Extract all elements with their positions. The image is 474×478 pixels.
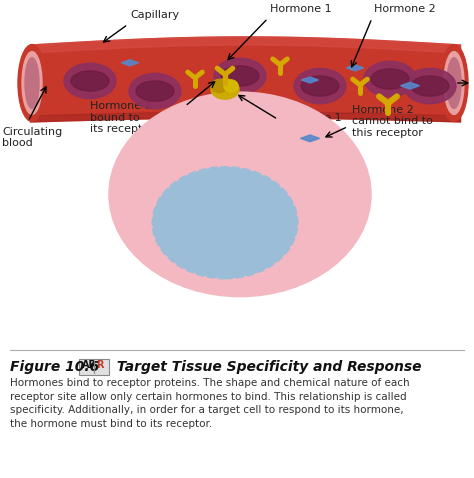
Ellipse shape <box>214 58 266 94</box>
Text: Target cell
for hormone 1: Target cell for hormone 1 <box>201 156 280 178</box>
Ellipse shape <box>22 52 42 114</box>
Text: Hormone 1
receptor: Hormone 1 receptor <box>280 113 342 135</box>
Text: Hormone 1: Hormone 1 <box>270 4 332 14</box>
Ellipse shape <box>110 93 370 295</box>
Ellipse shape <box>211 79 239 99</box>
Text: Hormone 2: Hormone 2 <box>374 4 436 14</box>
Ellipse shape <box>25 58 39 109</box>
Ellipse shape <box>64 63 116 98</box>
Ellipse shape <box>404 68 456 104</box>
Ellipse shape <box>444 52 464 114</box>
Ellipse shape <box>364 61 416 97</box>
Ellipse shape <box>301 76 339 96</box>
Text: AP: AP <box>82 360 97 370</box>
Ellipse shape <box>447 58 461 109</box>
Text: Figure 10.6: Figure 10.6 <box>10 360 99 374</box>
Ellipse shape <box>18 44 46 121</box>
Text: Capillary: Capillary <box>130 10 179 20</box>
Ellipse shape <box>411 76 449 96</box>
Text: R: R <box>96 360 103 370</box>
Polygon shape <box>401 82 419 89</box>
Text: Target Tissue Specificity and Response: Target Tissue Specificity and Response <box>112 360 421 374</box>
Ellipse shape <box>136 81 174 101</box>
Text: Hormones bind to receptor proteins. The shape and chemical nature of each
recept: Hormones bind to receptor proteins. The … <box>10 378 410 429</box>
FancyBboxPatch shape <box>79 359 109 375</box>
Polygon shape <box>301 135 319 141</box>
Ellipse shape <box>211 79 227 93</box>
Ellipse shape <box>224 80 238 92</box>
Polygon shape <box>121 60 138 66</box>
Polygon shape <box>301 77 319 83</box>
Text: Hormone 1
bound to
its receptor: Hormone 1 bound to its receptor <box>90 101 154 134</box>
Text: Hormone 2
cannot bind to
this receptor: Hormone 2 cannot bind to this receptor <box>352 105 433 138</box>
Ellipse shape <box>71 71 109 91</box>
Ellipse shape <box>440 44 468 121</box>
Ellipse shape <box>294 68 346 104</box>
Ellipse shape <box>371 69 409 89</box>
Ellipse shape <box>221 66 259 86</box>
Text: Circulating
blood: Circulating blood <box>2 127 62 148</box>
Ellipse shape <box>153 167 298 278</box>
Ellipse shape <box>129 74 181 109</box>
Polygon shape <box>346 65 364 71</box>
